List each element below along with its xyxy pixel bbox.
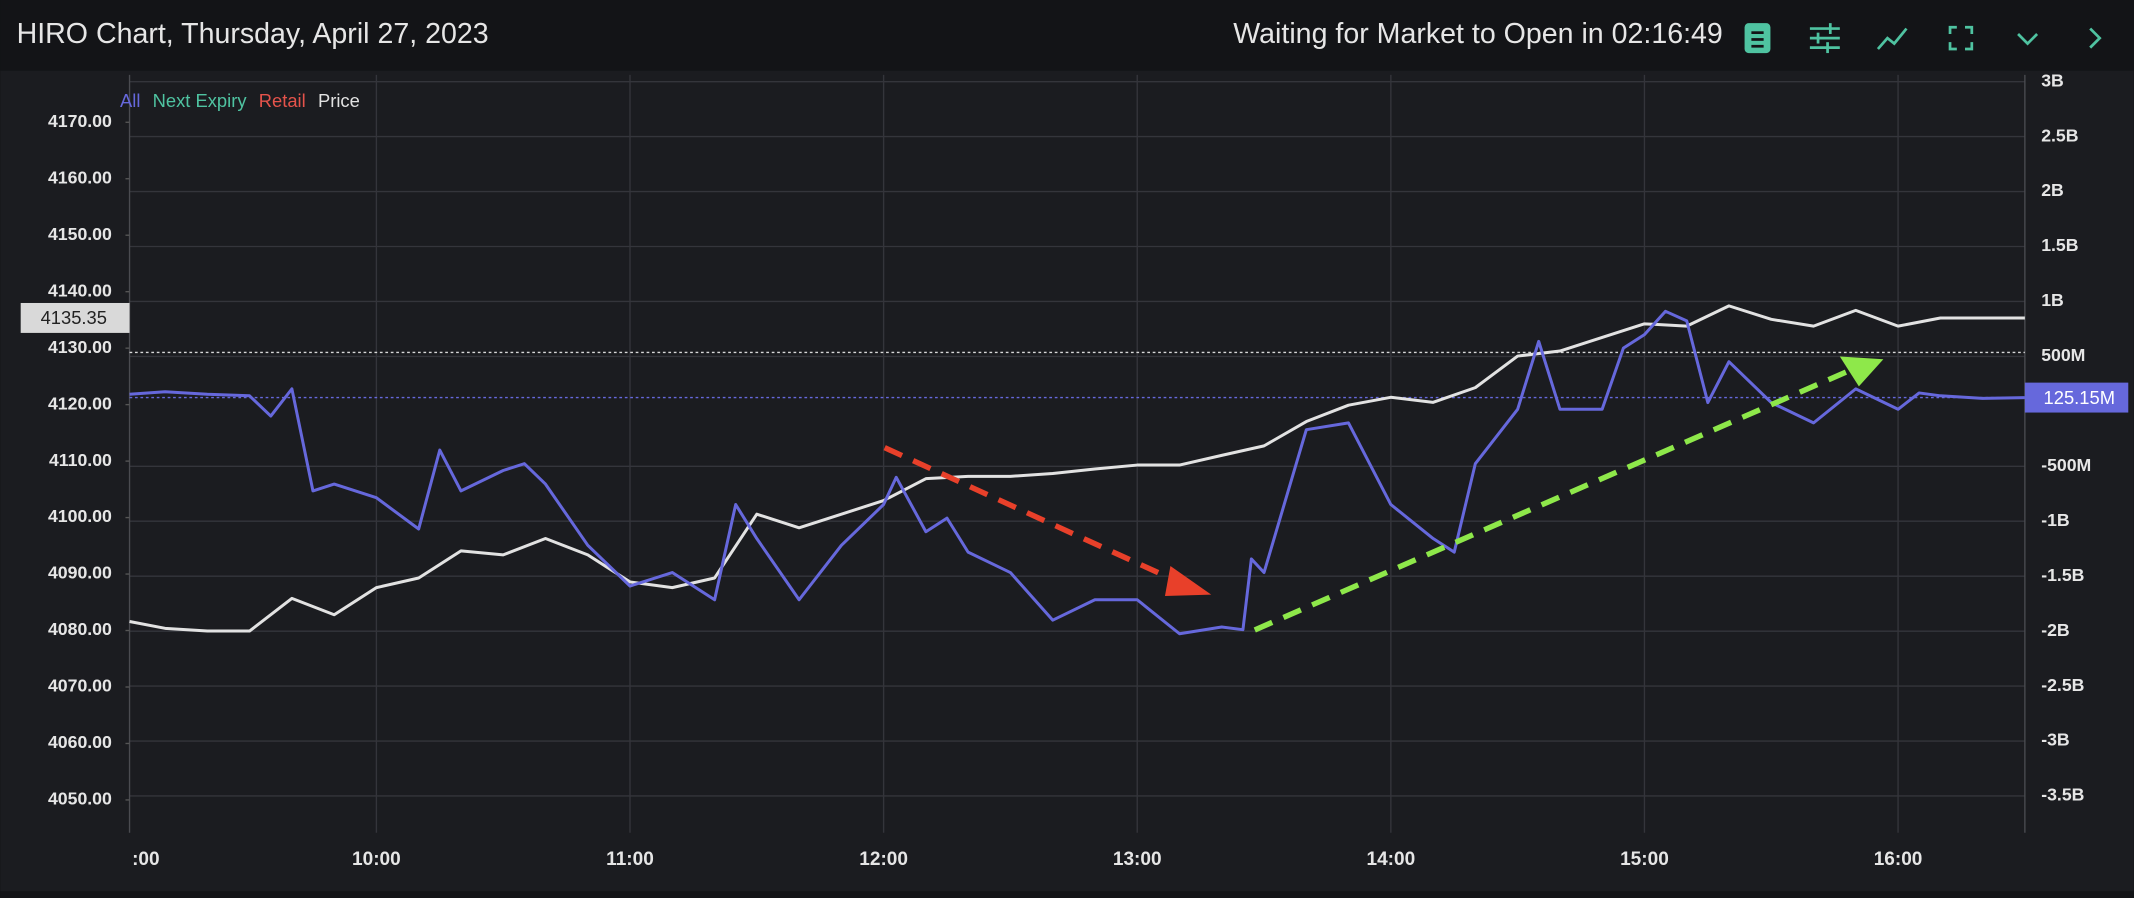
legend-entry[interactable]: All (120, 90, 140, 111)
y2-tick-label: 2.5B (2041, 125, 2078, 145)
chart-panel (0, 70, 2134, 892)
y-tick-label: 4080.00 (48, 619, 112, 639)
annotations (883, 356, 1884, 633)
y-tick-label: 4150.00 (48, 224, 112, 244)
header-title: HIRO Chart, Thursday, April 27, 2023 (17, 18, 489, 50)
y2-tick-label: 1B (2041, 290, 2064, 310)
fullscreen-icon[interactable] (1948, 25, 1974, 51)
y-tick-label: 4100.00 (48, 506, 112, 526)
down-arrow (883, 445, 1172, 581)
y-tick-label: 4170.00 (48, 111, 112, 131)
market-status: Waiting for Market to Open in 02:16:49 (1233, 18, 1723, 50)
y-tick-label: 4160.00 (48, 167, 112, 187)
up-arrowhead (1839, 356, 1884, 387)
y2-tick-label: -500M (2041, 455, 2091, 475)
y-tick-label: 4060.00 (48, 732, 112, 752)
y-tick-label: 4110.00 (49, 450, 112, 470)
x-tick-label: 13:00 (1113, 849, 1162, 870)
series-line (129, 304, 2025, 633)
y-tick-label: 4050.00 (48, 789, 112, 809)
y-tick-label: 4140.00 (48, 280, 112, 300)
up-arrow (1253, 367, 1852, 633)
y2-tick-label: -3B (2041, 730, 2069, 750)
settings-icon[interactable] (1809, 23, 1840, 54)
y2-tick-label: 500M (2041, 345, 2085, 365)
x-tick-label: 14:00 (1366, 849, 1415, 870)
toolbar (1744, 23, 2102, 54)
y-tick-label: 4070.00 (48, 676, 112, 696)
y2-tick-label: -2B (2041, 620, 2069, 640)
y2-tick-label: 3B (2041, 70, 2064, 90)
y-tick-label: 4090.00 (48, 563, 112, 583)
table-icon[interactable] (1744, 23, 1771, 54)
axes: :00 10:00 11:00 12:00 13:00 14:00 15:00 16:00 -3… (20, 70, 2129, 870)
x-tick-label: 16:00 (1874, 849, 1923, 870)
plot (128, 74, 2026, 833)
down-arrowhead (1164, 566, 1212, 596)
x-tick-label: :00 (132, 849, 160, 870)
y2-tick-label: 2B (2041, 180, 2064, 200)
flow-label-box (2024, 382, 2129, 413)
x-tick-label: 11:00 (606, 849, 654, 870)
y-tick-label: 4130.00 (48, 337, 112, 357)
series-line (129, 309, 2025, 636)
x-tick-label: 15:00 (1620, 849, 1669, 870)
price-label: 4135.35 (41, 307, 107, 328)
y2-tick-label: -1B (2041, 510, 2069, 530)
y2-tick-label: -2.5B (2041, 675, 2084, 695)
y2-tick-label: 1.5B (2041, 235, 2078, 255)
chart-type-icon[interactable] (1876, 27, 1908, 50)
collapse-icon[interactable] (2017, 33, 2039, 46)
next-icon[interactable] (2089, 27, 2102, 49)
x-tick-label: 12:00 (859, 849, 908, 870)
flow-label: 125.15M (2044, 387, 2115, 408)
legend-entry[interactable]: Retail (259, 90, 306, 111)
legend: All Next Expiry Retail Price (120, 90, 360, 111)
series-layer (129, 304, 2025, 636)
y2-tick-label: -1.5B (2041, 565, 2084, 585)
price-label-box (20, 302, 130, 333)
legend-entry[interactable]: Next Expiry (153, 90, 248, 111)
y-tick-label: 4120.00 (48, 393, 112, 413)
legend-entry[interactable]: Price (318, 90, 360, 111)
x-tick-label: 10:00 (352, 849, 401, 870)
y2-tick-label: -3.5B (2041, 785, 2084, 805)
